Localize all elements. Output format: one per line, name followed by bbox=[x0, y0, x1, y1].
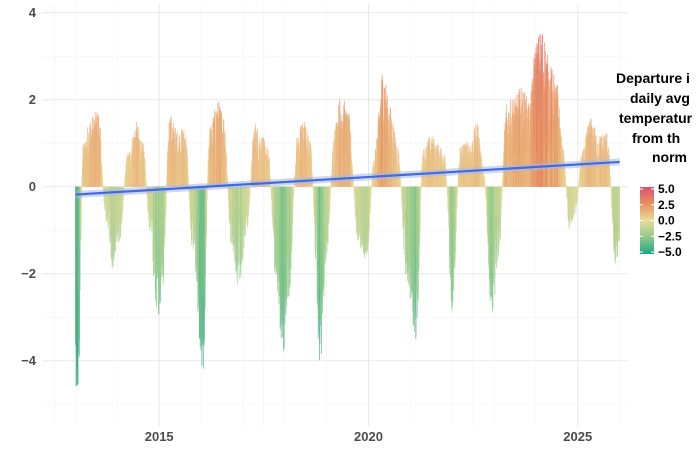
bar bbox=[188, 179, 189, 187]
bar bbox=[500, 186, 502, 215]
bar bbox=[457, 186, 459, 191]
bar bbox=[481, 164, 483, 187]
bar bbox=[563, 155, 565, 187]
bar bbox=[221, 112, 223, 187]
bar bbox=[484, 183, 486, 187]
bar bbox=[321, 186, 323, 314]
bar bbox=[102, 184, 104, 187]
bar bbox=[165, 186, 167, 199]
bar bbox=[336, 122, 338, 187]
bar bbox=[115, 186, 117, 252]
bar bbox=[494, 186, 496, 296]
bar bbox=[565, 183, 567, 187]
bar bbox=[80, 186, 82, 225]
bar bbox=[565, 185, 567, 187]
legend-label: 5.0 bbox=[658, 182, 675, 196]
legend-label: 2.5 bbox=[658, 198, 675, 212]
bar bbox=[370, 186, 372, 197]
y-tick-label: −2 bbox=[21, 266, 36, 281]
x-tick-label: 2025 bbox=[563, 429, 592, 444]
bar bbox=[249, 186, 251, 194]
bar bbox=[420, 186, 422, 195]
legend-title-line: temperatur bbox=[619, 110, 693, 126]
bar bbox=[312, 185, 314, 187]
bar bbox=[165, 186, 167, 212]
y-tick-label: 0 bbox=[29, 179, 36, 194]
bar bbox=[206, 186, 208, 224]
x-tick-label: 2020 bbox=[354, 429, 383, 444]
bar bbox=[400, 181, 402, 187]
legend-label: −2.5 bbox=[658, 229, 682, 243]
bar bbox=[519, 99, 521, 187]
bar bbox=[382, 114, 384, 187]
bar bbox=[145, 185, 147, 187]
bar bbox=[396, 147, 398, 187]
bar bbox=[547, 71, 549, 187]
legend-color-bar bbox=[640, 187, 654, 254]
bar bbox=[81, 186, 83, 195]
bar bbox=[501, 186, 503, 191]
trend-line-path bbox=[75, 160, 620, 196]
bar bbox=[501, 186, 503, 202]
y-tick-label: 4 bbox=[29, 5, 37, 20]
legend-title-line: norm bbox=[652, 149, 687, 165]
bar bbox=[565, 177, 567, 187]
bar bbox=[609, 177, 611, 187]
legend-label: −5.0 bbox=[658, 245, 682, 259]
bar bbox=[609, 161, 611, 187]
trend-line bbox=[75, 158, 620, 199]
bar bbox=[131, 138, 133, 187]
legend-title-line: Departure i bbox=[616, 70, 690, 86]
bar bbox=[522, 112, 524, 187]
bar bbox=[553, 74, 555, 187]
bar bbox=[420, 186, 422, 190]
bar bbox=[577, 186, 579, 188]
legend-label: 0.0 bbox=[658, 214, 675, 228]
bar bbox=[169, 119, 171, 187]
bar bbox=[206, 186, 208, 200]
bar bbox=[446, 184, 448, 187]
bar bbox=[547, 54, 549, 187]
bar bbox=[145, 171, 147, 187]
x-tick-label: 2015 bbox=[145, 429, 174, 444]
bar bbox=[145, 180, 147, 187]
bar bbox=[510, 123, 512, 187]
bar bbox=[238, 186, 240, 280]
legend: Departure i daily avg temperatur from th nor… bbox=[616, 70, 693, 259]
bar bbox=[330, 186, 332, 189]
legend-title-line: daily avg bbox=[630, 90, 690, 106]
bar bbox=[261, 138, 263, 187]
bar bbox=[329, 186, 331, 196]
bar bbox=[452, 186, 454, 302]
bar bbox=[148, 186, 150, 221]
bar bbox=[456, 186, 458, 196]
bar bbox=[577, 186, 579, 191]
bar bbox=[498, 186, 500, 254]
bar bbox=[344, 113, 346, 187]
bar bbox=[618, 186, 620, 241]
bar bbox=[226, 177, 228, 187]
bar bbox=[569, 186, 571, 220]
bar bbox=[535, 47, 537, 187]
axes: 4 2 0 −2 −4 2015 2020 2025 bbox=[21, 5, 592, 444]
y-tick-label: 2 bbox=[29, 92, 36, 107]
bar bbox=[293, 186, 295, 198]
bar bbox=[370, 186, 372, 189]
bar bbox=[234, 186, 236, 260]
bars bbox=[75, 33, 620, 387]
bar bbox=[312, 182, 314, 187]
bar bbox=[610, 183, 612, 187]
bar bbox=[365, 186, 367, 252]
bar bbox=[591, 125, 593, 187]
bar bbox=[293, 186, 295, 191]
y-tick-label: −4 bbox=[21, 353, 37, 368]
bar bbox=[176, 131, 178, 187]
bar bbox=[446, 179, 447, 187]
bar bbox=[102, 181, 104, 187]
bar bbox=[352, 181, 354, 187]
bar bbox=[358, 186, 360, 239]
legend-title-line: from th bbox=[632, 130, 680, 146]
bar bbox=[352, 185, 354, 187]
